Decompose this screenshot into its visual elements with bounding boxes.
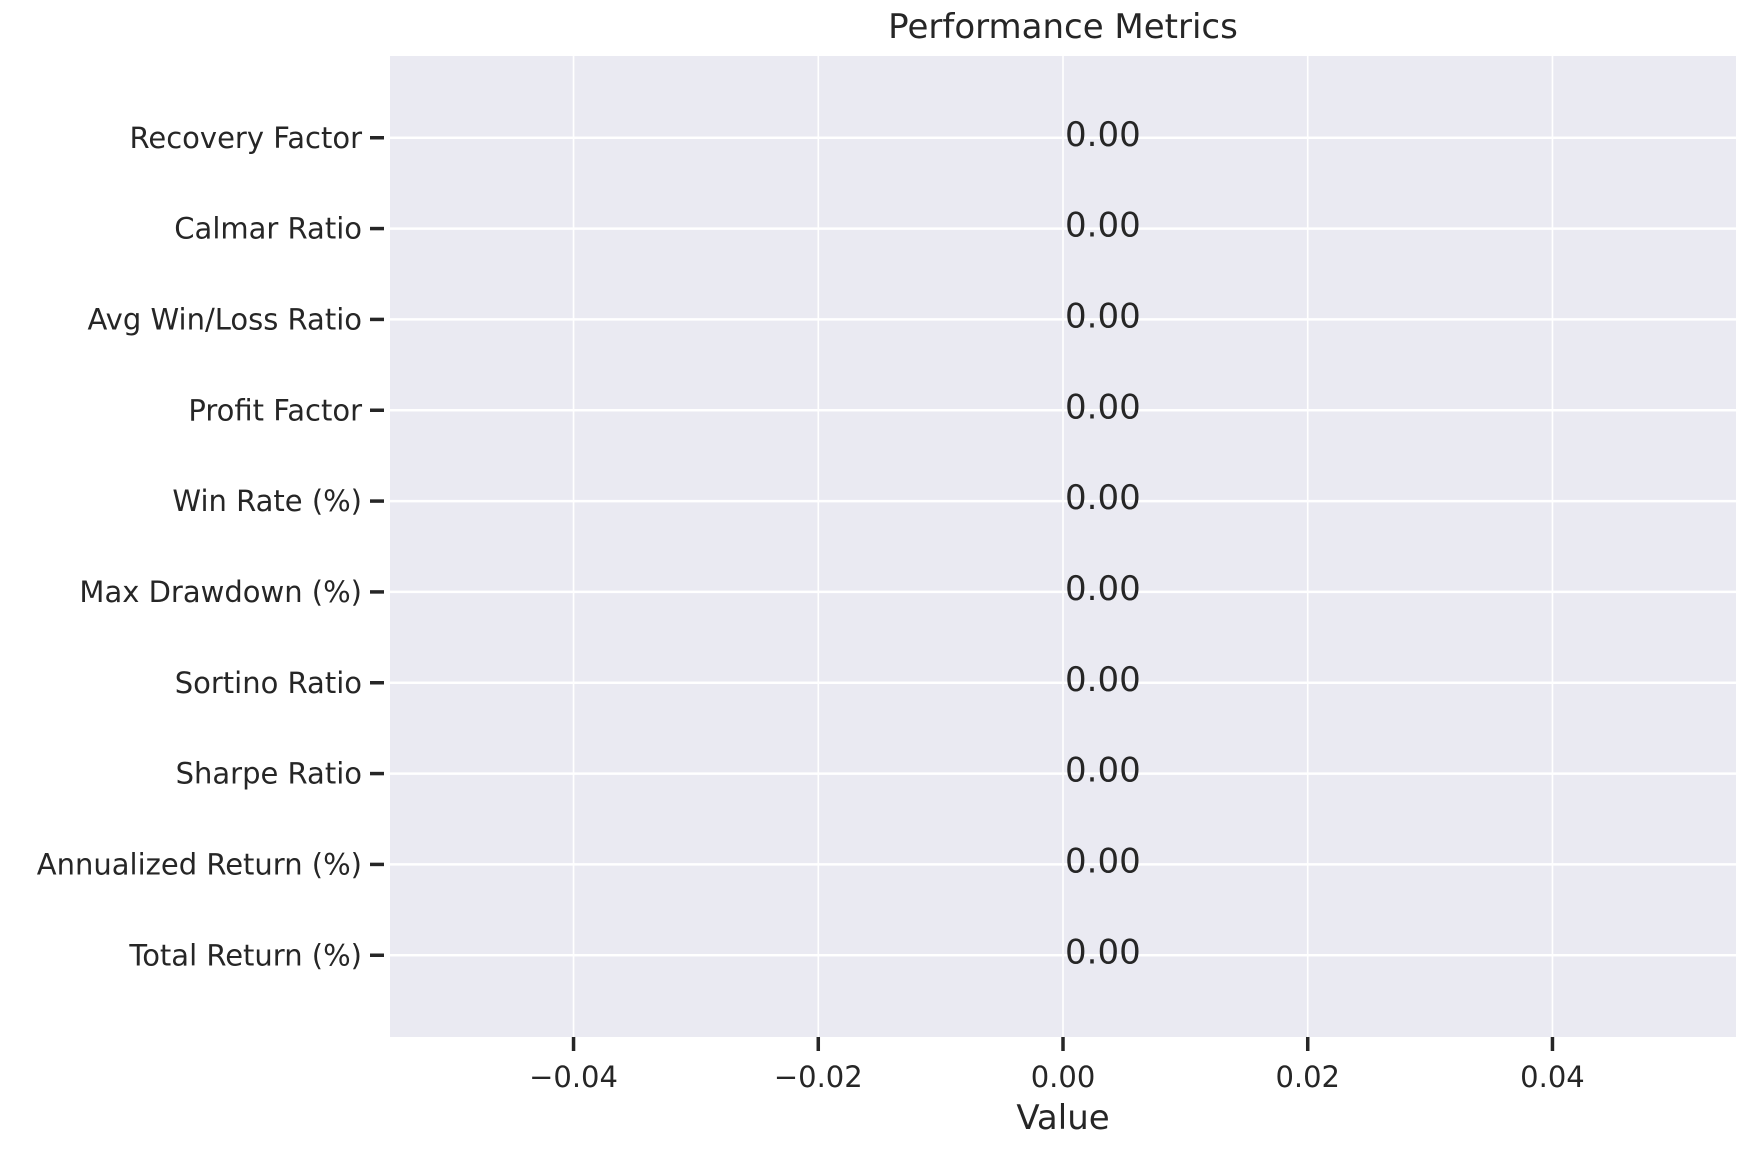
bar-value-label: 0.00 (1065, 296, 1141, 336)
y-tick-label: Win Rate (%) (172, 484, 362, 518)
y-tick-label: Avg Win/Loss Ratio (88, 302, 362, 336)
chart-title: Performance Metrics (888, 7, 1238, 47)
y-tick-label: Max Drawdown (%) (79, 575, 362, 609)
x-gridlines (572, 56, 1554, 1037)
y-tick-label: Sharpe Ratio (176, 757, 362, 791)
bar-value-label: 0.00 (1065, 115, 1141, 155)
bar-value-label: 0.00 (1065, 932, 1141, 972)
bar-value-label: 0.00 (1065, 478, 1141, 518)
x-axis: −0.04 −0.02 0.00 0.02 0.04 (529, 1037, 1585, 1094)
bar-value-label: 0.00 (1065, 569, 1141, 609)
x-tick-label: −0.04 (529, 1060, 618, 1094)
y-tick-label: Annualized Return (%) (37, 847, 362, 881)
x-axis-label: Value (1016, 1098, 1109, 1138)
y-tick-label: Total Return (%) (128, 938, 362, 972)
x-tick-label: −0.02 (774, 1060, 863, 1094)
y-tick-label: Sortino Ratio (175, 666, 362, 700)
y-axis: Total Return (%) Annualized Return (%) Sha… (37, 121, 384, 972)
bar-value-label: 0.00 (1065, 660, 1141, 700)
bar-value-label: 0.00 (1065, 751, 1141, 791)
data-labels: 0.00 0.00 0.00 0.00 0.00 0.00 0.00 0.00 0.00 0.00 (1065, 115, 1141, 973)
x-tick-label: 0.00 (1031, 1060, 1096, 1094)
y-tick-label: Profit Factor (188, 393, 362, 427)
y-tick-label: Recovery Factor (130, 121, 363, 155)
bar-value-label: 0.00 (1065, 841, 1141, 881)
y-tick-label: Calmar Ratio (174, 212, 362, 246)
bar-value-label: 0.00 (1065, 206, 1141, 246)
y-gridlines (390, 136, 1736, 957)
x-tick-label: 0.02 (1275, 1060, 1340, 1094)
bar-value-label: 0.00 (1065, 387, 1141, 427)
x-tick-label: 0.04 (1520, 1060, 1585, 1094)
